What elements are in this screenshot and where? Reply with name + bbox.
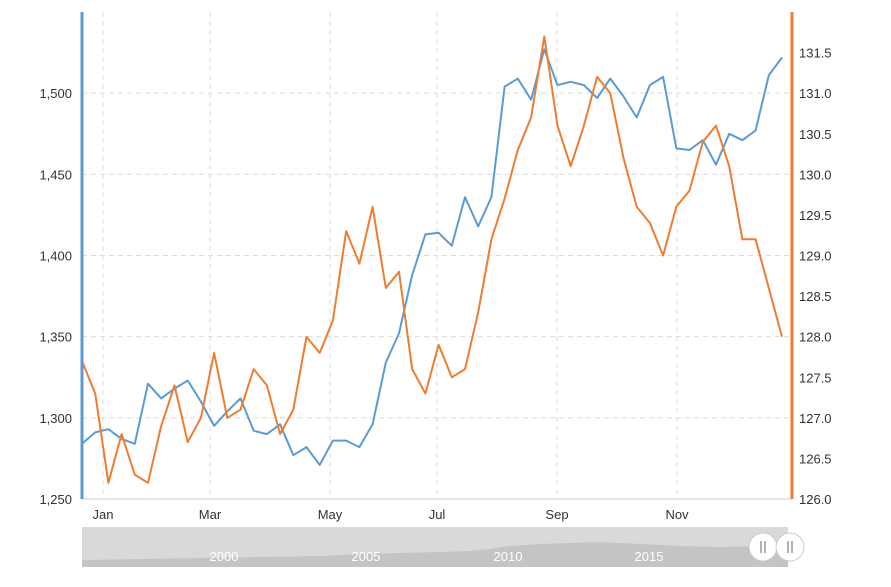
left-tick-label: 1,500 [39, 86, 72, 101]
series-line-left-axis [81, 48, 783, 466]
left-tick-label: 1,250 [39, 492, 72, 507]
navigator[interactable]: 2000 2005 2010 2015 [82, 527, 805, 567]
x-tick-label: May [318, 507, 343, 522]
left-tick-label: 1,350 [39, 330, 72, 345]
series-layer [81, 35, 783, 484]
series-line-right-axis [81, 35, 783, 484]
navigator-year-label: 2000 [210, 549, 239, 564]
left-tick-label: 1,300 [39, 411, 72, 426]
navigator-area [82, 542, 788, 567]
left-tick-label: 1,400 [39, 249, 72, 264]
navigator-handle-right[interactable] [775, 532, 805, 562]
right-tick-label: 127.0 [799, 411, 832, 426]
x-tick-label: Jan [93, 507, 114, 522]
right-tick-label: 128.0 [799, 330, 832, 345]
axes [80, 12, 794, 499]
navigator-year-label: 2015 [635, 549, 664, 564]
navigator-year-label: 2010 [494, 549, 523, 564]
right-tick-label: 128.5 [799, 289, 832, 304]
right-tick-label: 130.5 [799, 127, 832, 142]
left-tick-label: 1,450 [39, 167, 72, 182]
right-tick-label: 131.5 [799, 46, 832, 61]
x-tick-label: Jul [429, 507, 446, 522]
x-tick-label: Mar [199, 507, 222, 522]
right-tick-label: 129.0 [799, 249, 832, 264]
x-axis-ticks: Jan Mar May Jul Sep Nov [93, 507, 690, 522]
x-tick-label: Sep [545, 507, 568, 522]
grid [82, 12, 792, 500]
right-axis-ticks: 126.0 126.5 127.0 127.5 128.0 128.5 129.0 129.5… [799, 46, 832, 507]
navigator-year-label: 2005 [352, 549, 381, 564]
right-tick-label: 127.5 [799, 370, 832, 385]
right-tick-label: 131.0 [799, 86, 832, 101]
right-tick-label: 126.0 [799, 492, 832, 507]
navigator-handle-left[interactable] [748, 532, 778, 562]
right-tick-label: 126.5 [799, 451, 832, 466]
x-tick-label: Nov [665, 507, 689, 522]
left-axis-ticks: 1,250 1,300 1,350 1,400 1,450 1,500 [39, 86, 72, 507]
navigator-labels: 2000 2005 2010 2015 [210, 549, 664, 564]
right-tick-label: 130.0 [799, 167, 832, 182]
right-tick-label: 129.5 [799, 208, 832, 223]
